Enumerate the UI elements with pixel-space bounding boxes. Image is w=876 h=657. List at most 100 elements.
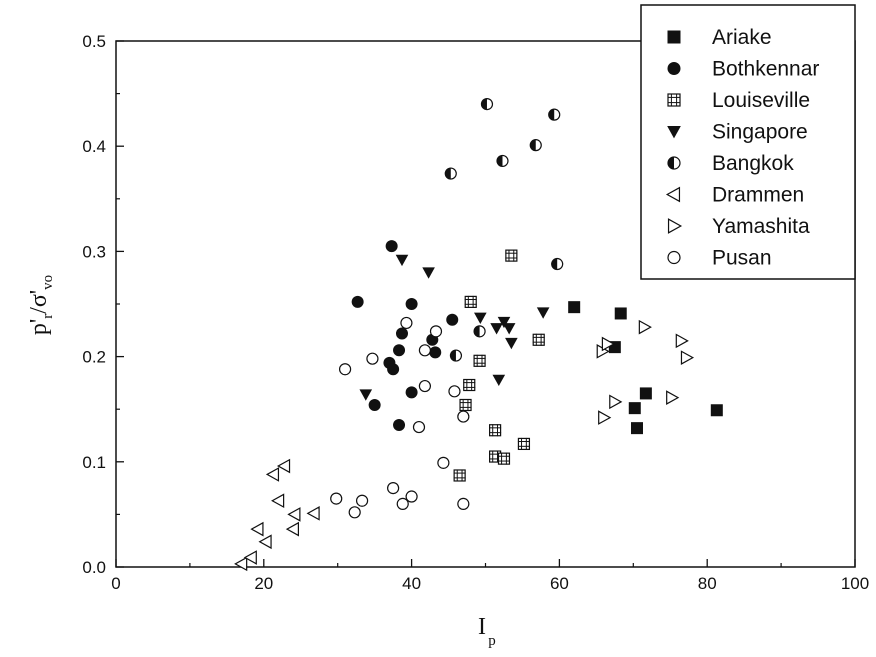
point-singapore: [490, 323, 503, 335]
point-pusan: [418, 344, 432, 357]
point-bangkok: [449, 349, 463, 362]
legend-marker-ariake: [667, 30, 681, 44]
point-singapore: [536, 307, 550, 319]
point-pusan: [355, 494, 369, 507]
data-points: [234, 98, 723, 572]
point-bangkok: [444, 167, 457, 180]
point-singapore: [395, 254, 409, 267]
point-louiseville: [497, 452, 511, 465]
legend-marker-pusan: [667, 250, 681, 265]
x-tick-label: 100: [841, 574, 869, 593]
legend-label-pusan: Pusan: [712, 247, 772, 270]
legend-marker-drammen: [665, 186, 681, 203]
svg-text:p'r/σ'vo: p'r/σ'vo: [26, 275, 56, 335]
legend-label-bothkennar: Bothkennar: [712, 58, 819, 81]
legend-item-louiseville: Louiseville: [667, 89, 810, 112]
point-pusan: [387, 482, 400, 495]
point-yamashita: [675, 333, 689, 349]
y-tick-label: 0.2: [82, 348, 106, 367]
point-drammen: [265, 467, 280, 482]
legend-item-drammen: Drammen: [665, 184, 804, 207]
legend-marker-singapore: [667, 126, 681, 139]
point-pusan: [338, 363, 352, 376]
x-tick-label: 40: [402, 574, 421, 593]
point-ariake: [639, 387, 652, 400]
point-ariake: [710, 404, 723, 417]
legend-item-bothkennar: Bothkennar: [667, 58, 819, 81]
x-tick-label: 60: [550, 574, 569, 593]
legend-item-pusan: Pusan: [667, 247, 772, 270]
point-pusan: [330, 492, 343, 505]
y-axis-title: p'r/σ'vo: [26, 275, 56, 335]
point-drammen: [285, 521, 299, 537]
legend-item-singapore: Singapore: [667, 121, 808, 144]
point-yamashita: [601, 336, 615, 352]
legend-label-yamashita: Yamashita: [712, 215, 810, 238]
point-drammen: [234, 556, 248, 572]
point-singapore: [422, 267, 435, 279]
point-louiseville: [489, 424, 502, 437]
point-singapore: [474, 312, 487, 324]
point-louiseville: [464, 295, 477, 308]
point-bothkennar: [393, 344, 406, 357]
point-drammen: [258, 534, 272, 550]
point-bothkennar: [429, 346, 442, 359]
point-bangkok: [496, 154, 509, 168]
legend-item-yamashita: Yamashita: [667, 215, 810, 238]
point-louiseville: [532, 333, 545, 346]
legend: Ariake Bothkennar Louiseville Singapore Bang…: [640, 4, 856, 280]
point-pusan: [418, 379, 432, 393]
point-bothkennar: [385, 240, 398, 253]
point-drammen: [276, 458, 291, 474]
point-bothkennar: [395, 327, 408, 340]
point-drammen: [243, 550, 257, 565]
point-bothkennar: [446, 313, 459, 326]
x-tick-label: 0: [111, 574, 120, 593]
point-singapore: [502, 323, 516, 335]
legend-label-drammen: Drammen: [712, 184, 804, 207]
legend-item-bangkok: Bangkok: [667, 152, 794, 175]
point-singapore: [492, 374, 506, 387]
point-ariake: [628, 402, 641, 415]
point-pusan: [437, 456, 450, 469]
legend-label-louiseville: Louiseville: [712, 89, 810, 112]
point-bothkennar: [387, 363, 400, 376]
legend-label-bangkok: Bangkok: [712, 152, 794, 175]
point-louiseville: [463, 378, 476, 392]
point-yamashita: [638, 319, 652, 335]
point-louiseville: [473, 354, 486, 367]
x-axis-title-main: I: [478, 614, 486, 640]
point-pusan: [429, 325, 443, 338]
y-axis-title-main: p': [26, 319, 52, 335]
point-bangkok: [473, 325, 486, 338]
x-axis-ticks: 0 20 40 60 80 100: [111, 559, 869, 593]
point-bothkennar: [368, 398, 381, 411]
point-drammen: [306, 506, 320, 521]
y-axis-ticks: 0.0 0.1 0.2 0.3 0.4 0.5: [82, 32, 124, 577]
y-tick-label: 0.1: [82, 453, 106, 472]
x-axis-title-subscript: p: [488, 633, 496, 649]
point-pusan: [405, 490, 418, 503]
point-bothkennar: [405, 298, 418, 310]
point-bangkok: [480, 98, 494, 111]
point-singapore: [359, 389, 373, 401]
legend-marker-bangkok: [667, 156, 681, 170]
point-yamashita: [609, 394, 623, 410]
point-drammen: [287, 507, 301, 522]
point-pusan: [400, 316, 413, 330]
point-pusan: [457, 497, 470, 510]
legend-item-ariake: Ariake: [667, 26, 772, 49]
y-tick-label: 0.5: [82, 32, 106, 51]
legend-label-ariake: Ariake: [712, 26, 772, 49]
legend-marker-yamashita: [667, 218, 683, 234]
point-bangkok: [548, 108, 561, 121]
y-axis-title-sub-vo: vo: [40, 275, 56, 290]
point-drammen: [250, 521, 264, 537]
point-louiseville: [505, 249, 518, 262]
legend-box: [640, 4, 856, 280]
point-louiseville: [517, 437, 531, 451]
legend-marker-louiseville: [667, 93, 681, 107]
point-pusan: [366, 352, 379, 365]
y-tick-label: 0.3: [82, 242, 106, 261]
